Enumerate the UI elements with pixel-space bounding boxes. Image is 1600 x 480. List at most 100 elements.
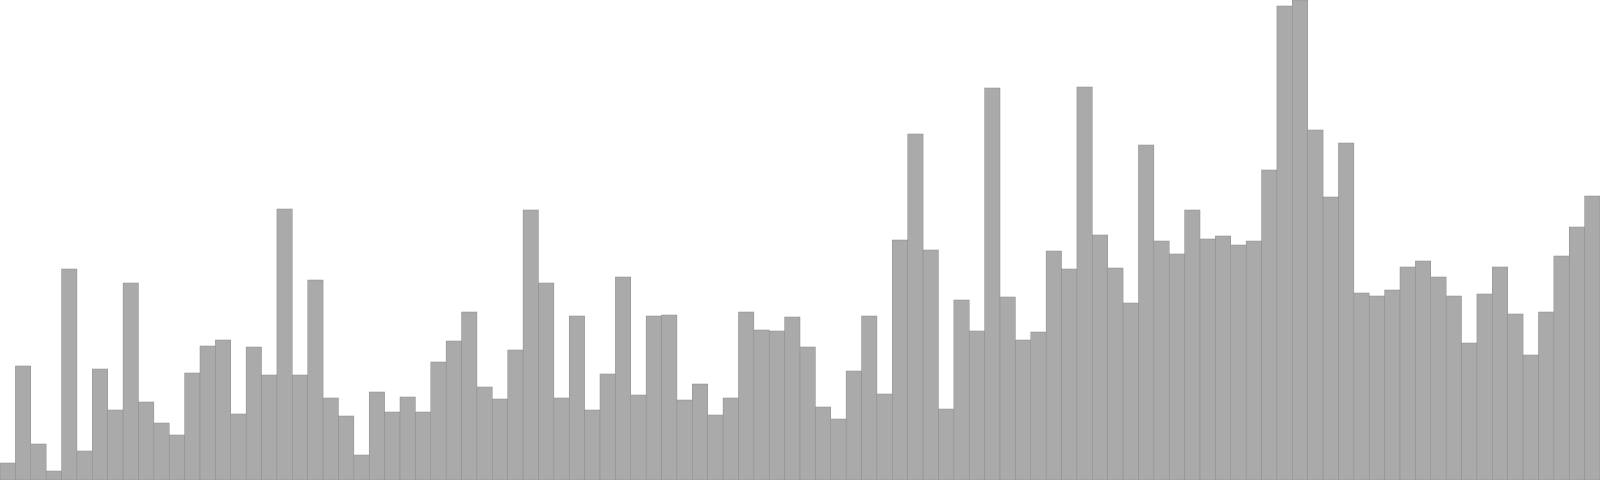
bar-4 bbox=[61, 268, 78, 480]
bar-42 bbox=[645, 315, 662, 480]
bar-39 bbox=[599, 373, 616, 480]
bar-100 bbox=[1538, 311, 1555, 480]
bar-14 bbox=[215, 339, 232, 480]
bar-64 bbox=[984, 87, 1001, 480]
bar-86 bbox=[1322, 196, 1339, 480]
bar-76 bbox=[1168, 253, 1185, 480]
bar-95 bbox=[1461, 342, 1478, 480]
bar-6 bbox=[92, 368, 108, 480]
bar-96 bbox=[1476, 293, 1493, 480]
bar-47 bbox=[722, 397, 739, 480]
bar-22 bbox=[338, 415, 355, 480]
bar-84 bbox=[1292, 0, 1308, 480]
bar-9 bbox=[138, 401, 155, 480]
bar-77 bbox=[1184, 209, 1201, 480]
bar-40 bbox=[615, 276, 632, 480]
bar-93 bbox=[1430, 276, 1447, 480]
bar-7 bbox=[107, 409, 124, 480]
bar-98 bbox=[1507, 313, 1524, 480]
bar-34 bbox=[522, 209, 539, 480]
bar-32 bbox=[492, 398, 508, 480]
bar-71 bbox=[1092, 234, 1108, 480]
bar-35 bbox=[538, 282, 555, 480]
bar-28 bbox=[430, 361, 447, 480]
bar-97 bbox=[1492, 266, 1508, 480]
bar-12 bbox=[184, 372, 201, 480]
bar-20 bbox=[307, 279, 324, 480]
bar-103 bbox=[1584, 195, 1600, 480]
bar-5 bbox=[76, 450, 93, 480]
bar-60 bbox=[922, 249, 939, 480]
bar-37 bbox=[568, 315, 585, 480]
bar-43 bbox=[661, 314, 678, 480]
bar-88 bbox=[1353, 292, 1370, 480]
bar-79 bbox=[1215, 235, 1232, 480]
bar-8 bbox=[122, 282, 139, 480]
bar-101 bbox=[1553, 255, 1570, 480]
bar-94 bbox=[1445, 295, 1462, 480]
bar-75 bbox=[1153, 240, 1170, 480]
bar-70 bbox=[1076, 86, 1093, 480]
bar-48 bbox=[738, 311, 755, 480]
bar-81 bbox=[1245, 240, 1262, 480]
bar-18 bbox=[276, 208, 293, 480]
bar-68 bbox=[1045, 250, 1062, 480]
bar-36 bbox=[553, 397, 570, 480]
bar-49 bbox=[753, 329, 770, 480]
bar-30 bbox=[461, 311, 478, 480]
bar-27 bbox=[415, 411, 432, 480]
bar-33 bbox=[507, 349, 524, 480]
bar-2 bbox=[30, 443, 47, 480]
bar-26 bbox=[399, 396, 416, 480]
bar-72 bbox=[1107, 267, 1124, 480]
bar-53 bbox=[815, 406, 832, 480]
bar-78 bbox=[1199, 238, 1216, 480]
bar-69 bbox=[1061, 268, 1078, 480]
bar-59 bbox=[907, 133, 924, 480]
bar-66 bbox=[1015, 339, 1032, 480]
bar-10 bbox=[153, 422, 170, 480]
bar-0 bbox=[0, 462, 16, 480]
bar-74 bbox=[1138, 144, 1155, 480]
bar-25 bbox=[384, 411, 401, 480]
bar-67 bbox=[1030, 331, 1047, 480]
bar-65 bbox=[999, 296, 1016, 480]
bar-16 bbox=[245, 346, 262, 480]
bar-51 bbox=[784, 316, 801, 480]
bar-38 bbox=[584, 409, 601, 480]
bar-29 bbox=[445, 340, 462, 480]
bar-73 bbox=[1122, 302, 1139, 480]
bar-99 bbox=[1522, 354, 1539, 480]
bar-63 bbox=[968, 330, 985, 480]
bar-1 bbox=[15, 365, 32, 480]
bar-13 bbox=[199, 345, 216, 480]
bar-17 bbox=[261, 374, 278, 480]
bar-102 bbox=[1568, 226, 1585, 480]
bar-55 bbox=[845, 370, 862, 480]
bar-46 bbox=[707, 414, 724, 480]
bar-24 bbox=[368, 391, 385, 480]
bar-21 bbox=[322, 397, 339, 480]
bar-50 bbox=[768, 330, 785, 480]
bar-56 bbox=[861, 315, 878, 480]
bar-87 bbox=[1338, 142, 1355, 480]
bar-19 bbox=[292, 374, 308, 480]
bar-44 bbox=[676, 399, 693, 480]
bar-82 bbox=[1261, 169, 1278, 480]
bar-54 bbox=[830, 418, 847, 480]
bar-83 bbox=[1276, 5, 1293, 480]
bar-23 bbox=[353, 454, 370, 480]
bar-92 bbox=[1415, 260, 1432, 480]
bar-52 bbox=[799, 346, 816, 480]
bar-45 bbox=[692, 383, 708, 480]
bar-62 bbox=[953, 299, 970, 480]
bar-15 bbox=[230, 413, 247, 480]
bar-85 bbox=[1307, 129, 1324, 480]
bar-3 bbox=[45, 470, 62, 480]
bar-61 bbox=[938, 408, 955, 480]
bar-89 bbox=[1368, 295, 1385, 480]
bar-57 bbox=[876, 393, 893, 480]
bar-90 bbox=[1384, 289, 1401, 480]
